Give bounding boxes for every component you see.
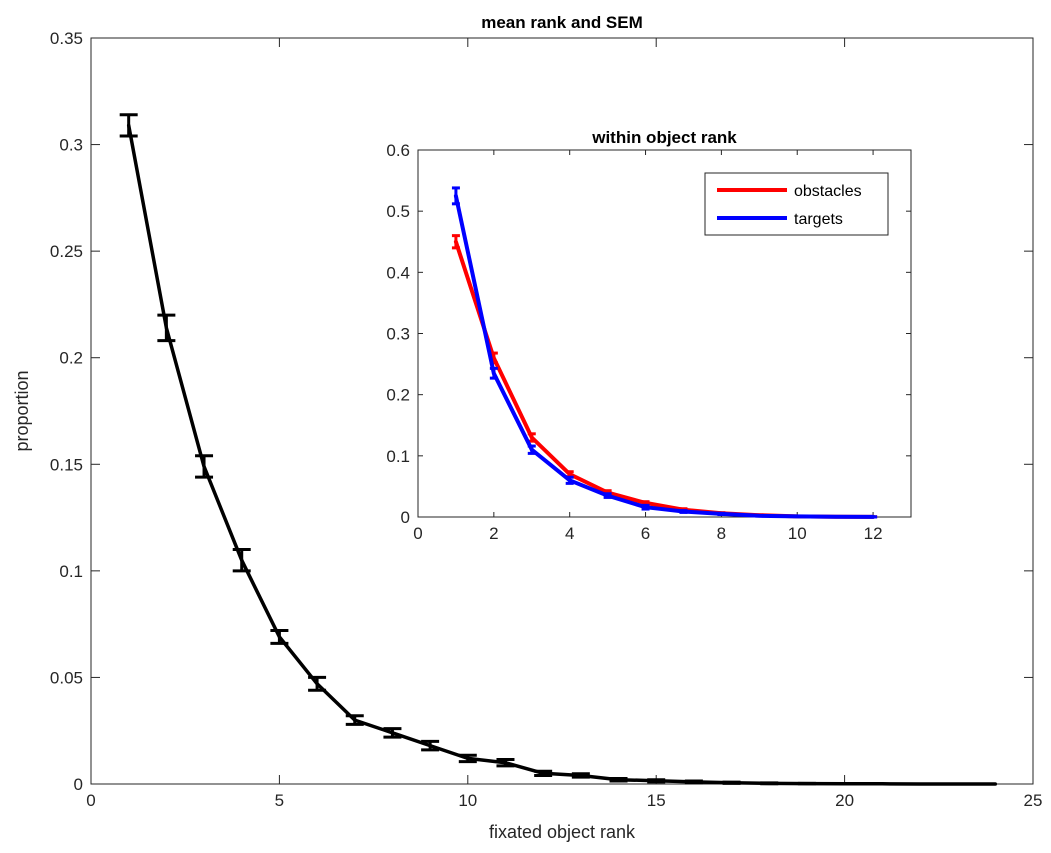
inset-axes: 0 2 4 6 8 10 12 0 0.1 0.2 0.3 0.4 0.5 0.6 within obje… [386, 128, 912, 543]
inset-y-tick-label: 0.5 [386, 202, 410, 221]
main-x-tick-label: 10 [458, 791, 477, 810]
main-x-axis-label: fixated object rank [489, 822, 636, 842]
inset-data [451, 186, 878, 519]
main-y-axis-label: proportion [12, 370, 32, 451]
main-y-tick-label: 0.1 [59, 562, 83, 581]
main-y-tick-label: 0.05 [50, 668, 83, 687]
main-data [119, 113, 998, 786]
inset-y-tick-label: 0.3 [386, 325, 410, 344]
main-x-tick-label: 15 [647, 791, 666, 810]
main-y-tick-label: 0.15 [50, 455, 83, 474]
inset-y-tick-label: 0.6 [386, 141, 410, 160]
inset-y-tick-label: 0.4 [386, 263, 410, 282]
main-x-tick-label: 5 [275, 791, 284, 810]
inset-y-tick-label: 0.1 [386, 447, 410, 466]
legend-box [704, 172, 889, 236]
inset-ticks: 0 2 4 6 8 10 12 0 0.1 0.2 0.3 0.4 0.5 0.6 [386, 141, 911, 543]
main-y-tick-label: 0 [74, 775, 83, 794]
legend-label-obstacles: obstacles [794, 183, 862, 200]
legend-label-targets: targets [794, 211, 843, 228]
inset-x-tick-label: 0 [413, 524, 422, 543]
main-y-tick-label: 0.25 [50, 242, 83, 261]
inset-x-tick-label: 6 [641, 524, 650, 543]
inset-x-tick-label: 8 [717, 524, 726, 543]
main-y-tick-label: 0.2 [59, 349, 83, 368]
inset-y-tick-label: 0 [401, 508, 410, 527]
main-x-tick-label: 0 [86, 791, 95, 810]
inset-x-tick-label: 2 [489, 524, 498, 543]
inset-x-tick-label: 4 [565, 524, 574, 543]
main-chart-title: mean rank and SEM [481, 13, 643, 32]
inset-x-tick-label: 10 [788, 524, 807, 543]
main-series-line-0 [126, 123, 998, 786]
main-y-tick-label: 0.3 [59, 136, 83, 155]
main-x-tick-label: 20 [835, 791, 854, 810]
legend: obstacles targets [704, 172, 889, 236]
inset-series-line-1 [453, 193, 876, 519]
main-x-tick-label: 25 [1024, 791, 1043, 810]
inset-x-tick-label: 12 [864, 524, 883, 543]
inset-chart-title: within object rank [591, 128, 737, 147]
main-y-tick-label: 0.35 [50, 29, 83, 48]
inset-y-tick-label: 0.2 [386, 386, 410, 405]
